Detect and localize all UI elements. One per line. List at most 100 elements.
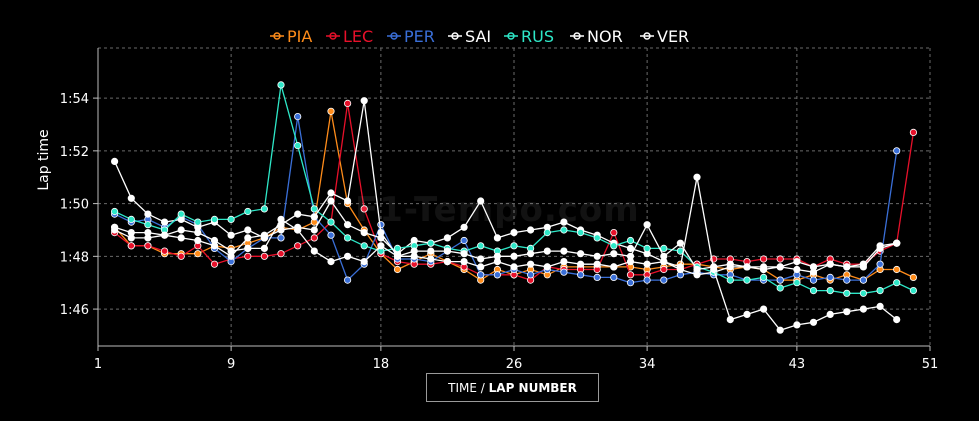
data-point-nor[interactable] (676, 263, 685, 271)
data-point-pia[interactable] (327, 107, 335, 115)
data-point-rus[interactable] (260, 205, 268, 213)
data-point-nor[interactable] (876, 302, 884, 310)
data-point-per[interactable] (560, 268, 568, 276)
data-point-ver[interactable] (360, 97, 368, 105)
data-point-ver[interactable] (127, 229, 135, 237)
data-point-ver[interactable] (111, 223, 119, 231)
data-point-ver[interactable] (759, 263, 768, 271)
data-point-sai[interactable] (111, 157, 119, 165)
data-point-sai[interactable] (626, 244, 635, 252)
data-point-nor[interactable] (177, 226, 185, 234)
data-point-rus[interactable] (277, 81, 285, 89)
data-point-nor[interactable] (759, 305, 768, 313)
data-point-ver[interactable] (161, 231, 169, 239)
data-point-rus[interactable] (909, 286, 918, 295)
data-point-per[interactable] (460, 236, 468, 245)
data-point-nor[interactable] (593, 260, 601, 268)
data-point-ver[interactable] (793, 257, 801, 266)
data-point-rus[interactable] (593, 234, 601, 242)
data-point-rus[interactable] (194, 218, 202, 226)
data-point-ver[interactable] (826, 260, 834, 268)
data-point-nor[interactable] (543, 263, 551, 271)
data-point-lec[interactable] (277, 250, 285, 258)
data-point-sai[interactable] (161, 218, 169, 226)
data-point-rus[interactable] (626, 236, 635, 245)
data-point-ver[interactable] (260, 231, 268, 239)
data-point-sai[interactable] (144, 210, 152, 218)
data-point-ver[interactable] (776, 263, 784, 271)
data-point-nor[interactable] (260, 244, 268, 252)
data-point-per[interactable] (776, 276, 784, 284)
data-point-ver[interactable] (177, 234, 185, 242)
data-point-sai[interactable] (360, 229, 368, 237)
legend-label-ver[interactable]: VER (657, 27, 689, 46)
data-point-ver[interactable] (343, 197, 352, 205)
data-point-ver[interactable] (460, 250, 468, 258)
data-point-per[interactable] (277, 234, 285, 242)
data-point-ver[interactable] (809, 263, 818, 271)
data-point-sai[interactable] (560, 218, 568, 226)
data-point-rus[interactable] (859, 289, 868, 297)
data-point-lec[interactable] (610, 229, 618, 237)
data-point-rus[interactable] (660, 244, 668, 252)
data-point-nor[interactable] (693, 173, 701, 181)
data-point-pia[interactable] (393, 265, 402, 274)
data-point-nor[interactable] (893, 315, 901, 324)
data-point-rus[interactable] (826, 286, 834, 295)
data-point-sai[interactable] (793, 265, 801, 274)
data-point-lec[interactable] (360, 205, 368, 213)
data-point-ver[interactable] (626, 252, 635, 260)
data-point-rus[interactable] (427, 239, 435, 247)
data-point-per[interactable] (493, 271, 501, 279)
data-point-rus[interactable] (893, 279, 901, 287)
data-point-lec[interactable] (260, 252, 268, 260)
data-point-lec[interactable] (626, 271, 635, 279)
data-point-per[interactable] (859, 276, 868, 284)
data-point-sai[interactable] (460, 223, 468, 231)
data-point-per[interactable] (893, 147, 901, 155)
data-point-ver[interactable] (510, 252, 518, 260)
data-point-rus[interactable] (610, 242, 618, 250)
data-point-rus[interactable] (127, 215, 135, 223)
data-point-pia[interactable] (893, 265, 901, 274)
data-point-lec[interactable] (127, 242, 135, 250)
data-point-lec[interactable] (310, 234, 318, 242)
data-point-per[interactable] (610, 273, 618, 281)
data-point-ver[interactable] (710, 263, 718, 271)
data-point-nor[interactable] (377, 242, 385, 250)
data-point-lec[interactable] (776, 255, 784, 263)
data-point-nor[interactable] (460, 257, 468, 266)
data-point-sai[interactable] (127, 194, 135, 202)
data-point-nor[interactable] (793, 321, 801, 329)
data-point-rus[interactable] (843, 289, 851, 297)
data-point-pia[interactable] (194, 250, 202, 258)
data-point-rus[interactable] (576, 229, 585, 237)
data-point-lec[interactable] (909, 128, 918, 136)
data-point-ver[interactable] (427, 247, 435, 255)
data-point-nor[interactable] (427, 255, 435, 263)
data-point-nor[interactable] (610, 263, 618, 271)
data-point-per[interactable] (826, 273, 834, 281)
data-point-ver[interactable] (676, 239, 685, 247)
data-point-ver[interactable] (393, 252, 402, 260)
data-point-per[interactable] (809, 276, 818, 284)
data-point-ver[interactable] (893, 239, 901, 247)
data-point-rus[interactable] (393, 244, 402, 252)
data-point-nor[interactable] (526, 260, 535, 268)
data-point-pia[interactable] (909, 273, 918, 281)
legend-label-per[interactable]: PER (404, 27, 435, 46)
data-point-ver[interactable] (726, 260, 734, 268)
data-point-ver[interactable] (227, 252, 235, 260)
data-point-ver[interactable] (410, 247, 418, 255)
data-point-nor[interactable] (343, 252, 352, 260)
data-point-nor[interactable] (294, 226, 302, 234)
data-point-nor[interactable] (859, 305, 868, 313)
data-point-nor[interactable] (826, 310, 834, 318)
data-point-ver[interactable] (377, 229, 385, 237)
data-point-ver[interactable] (443, 247, 451, 255)
data-point-rus[interactable] (809, 286, 818, 295)
data-point-sai[interactable] (327, 197, 335, 205)
legend-label-lec[interactable]: LEC (343, 27, 373, 46)
data-point-per[interactable] (576, 271, 585, 279)
data-point-nor[interactable] (809, 318, 818, 326)
